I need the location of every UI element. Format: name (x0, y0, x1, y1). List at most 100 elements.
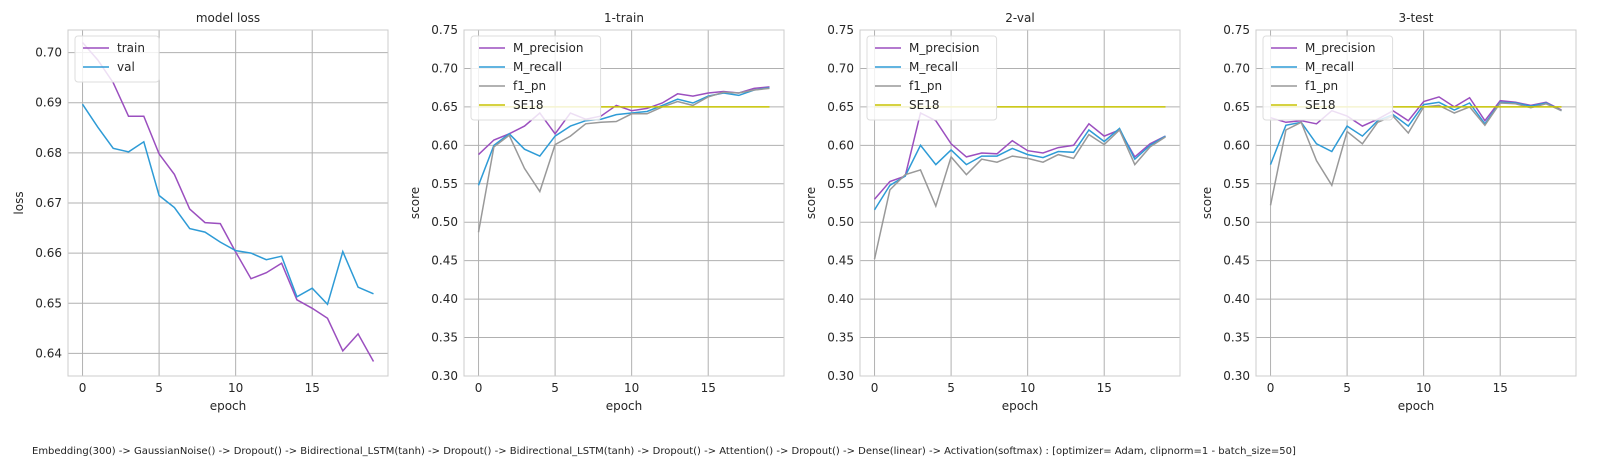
x-axis-label: epoch (210, 399, 247, 413)
legend-label-val: val (117, 60, 135, 74)
legend-label-M_precision: M_precision (513, 41, 584, 55)
series-line-train (81, 42, 375, 362)
legend-box (1262, 35, 1394, 121)
figure: 0 5 10 15 0.64 0.65 0.66 0.67 0.68 0.69 0.70 model … (12, 11, 1577, 413)
x-tick-label: 0 (871, 381, 879, 395)
x-tick-label: 15 (1097, 381, 1112, 395)
x-tick-label: 0 (79, 381, 87, 395)
y-tick-label: 0.70 (827, 61, 854, 75)
legend-label-f1_pn: f1_pn (1305, 79, 1338, 93)
y-axis-label: score (1200, 187, 1214, 219)
y-tick-label: 0.66 (35, 246, 62, 260)
x-tick-label: 15 (701, 381, 716, 395)
y-axis-label: score (804, 187, 818, 219)
y-tick-label: 0.50 (1223, 215, 1250, 229)
legend-label-M_precision: M_precision (909, 41, 980, 55)
y-axis-label: loss (12, 191, 26, 214)
legend-label-train: train (117, 41, 145, 55)
y-tick-label: 0.65 (1223, 100, 1250, 114)
chart-title: 1-train (604, 11, 644, 25)
series-line-f1_pn (1269, 102, 1562, 206)
y-tick-label: 0.35 (827, 331, 854, 345)
legend-label-SE18: SE18 (1305, 98, 1335, 112)
y-tick-label: 0.35 (431, 331, 458, 345)
x-tick-label: 15 (305, 381, 320, 395)
series-line-val (81, 103, 374, 306)
y-tick-label: 0.30 (431, 369, 458, 383)
series-line-M_recall (873, 127, 1166, 211)
series-line-M_precision (873, 111, 1166, 200)
x-tick-label: 0 (475, 381, 483, 395)
legend-box (470, 35, 602, 121)
legend-label-SE18: SE18 (513, 98, 543, 112)
plot-frame (463, 29, 785, 377)
x-tick-label: 5 (947, 381, 955, 395)
x-tick-label: 10 (1416, 381, 1431, 395)
chart-title: model loss (196, 11, 260, 25)
legend-label-f1_pn: f1_pn (909, 79, 942, 93)
y-tick-label: 0.50 (431, 215, 458, 229)
chart-panel-2: 0 5 10 15 0.30 0.35 0.40 0.45 0.50 0.55 0.60 0.65 0.… (408, 11, 785, 413)
y-tick-label: 0.60 (1223, 138, 1250, 152)
y-tick-label: 0.65 (431, 100, 458, 114)
y-tick-label: 0.75 (827, 23, 854, 37)
y-tick-label: 0.40 (1223, 292, 1250, 306)
x-tick-label: 5 (551, 381, 559, 395)
legend-label-SE18: SE18 (909, 98, 939, 112)
series-line-f1_pn (477, 87, 770, 233)
x-tick-label: 10 (228, 381, 243, 395)
chart-panel-1: 0 5 10 15 0.64 0.65 0.66 0.67 0.68 0.69 0.70 model … (12, 11, 389, 413)
y-tick-label: 0.70 (1223, 61, 1250, 75)
y-tick-label: 0.45 (827, 254, 854, 268)
x-tick-label: 10 (624, 381, 639, 395)
y-tick-label: 0.30 (1223, 369, 1250, 383)
y-tick-label: 0.35 (1223, 331, 1250, 345)
x-tick-label: 10 (1020, 381, 1035, 395)
y-tick-label: 0.40 (431, 292, 458, 306)
y-tick-label: 0.60 (827, 138, 854, 152)
y-tick-label: 0.75 (1223, 23, 1250, 37)
chart-panel-4: 0 5 10 15 0.30 0.35 0.40 0.45 0.50 0.55 0.60 0.65 0.… (1200, 11, 1577, 413)
x-axis-label: epoch (606, 399, 643, 413)
y-tick-label: 0.67 (35, 196, 62, 210)
legend-label-M_recall: M_recall (513, 60, 562, 74)
plot-frame (859, 29, 1181, 377)
model-architecture-caption: Embedding(300) -> GaussianNoise() -> Dro… (32, 446, 1296, 457)
chart-panel-3: 0 5 10 15 0.30 0.35 0.40 0.45 0.50 0.55 0.60 0.65 0.… (804, 11, 1181, 413)
y-tick-label: 0.45 (1223, 254, 1250, 268)
chart-title: 2-val (1005, 11, 1034, 25)
y-tick-label: 0.55 (1223, 177, 1250, 191)
y-tick-label: 0.64 (35, 346, 62, 360)
series-line-M_recall (1269, 101, 1562, 165)
y-tick-label: 0.50 (827, 215, 854, 229)
series-line-f1_pn (873, 128, 1166, 260)
series-line-M_precision (1270, 96, 1562, 127)
series-line-M_precision (477, 86, 770, 156)
x-tick-label: 5 (155, 381, 163, 395)
plot-frame (67, 29, 389, 377)
y-tick-label: 0.69 (35, 96, 62, 110)
x-axis-label: epoch (1002, 399, 1039, 413)
legend-box (866, 35, 998, 121)
y-tick-label: 0.75 (431, 23, 458, 37)
y-tick-label: 0.70 (431, 61, 458, 75)
x-tick-label: 0 (1267, 381, 1275, 395)
y-tick-label: 0.40 (827, 292, 854, 306)
legend-label-f1_pn: f1_pn (513, 79, 546, 93)
y-tick-label: 0.68 (35, 146, 62, 160)
legend-label-M_recall: M_recall (1305, 60, 1354, 74)
y-tick-label: 0.45 (431, 254, 458, 268)
legend-label-M_precision: M_precision (1305, 41, 1376, 55)
y-tick-label: 0.65 (827, 100, 854, 114)
y-axis-label: score (408, 187, 422, 219)
x-axis-label: epoch (1398, 399, 1435, 413)
x-tick-label: 15 (1493, 381, 1508, 395)
plot-frame (1255, 29, 1577, 377)
y-tick-label: 0.55 (431, 177, 458, 191)
legend-label-M_recall: M_recall (909, 60, 958, 74)
y-tick-label: 0.55 (827, 177, 854, 191)
y-tick-label: 0.30 (827, 369, 854, 383)
chart-title: 3-test (1398, 11, 1433, 25)
x-tick-label: 5 (1343, 381, 1351, 395)
y-tick-label: 0.65 (35, 296, 62, 310)
